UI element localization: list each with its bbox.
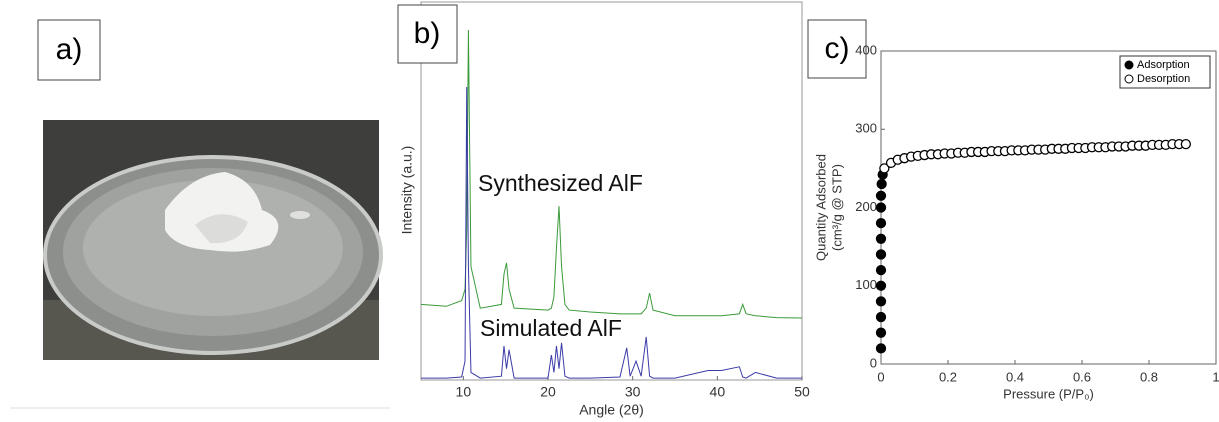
y-tick-label: 300 (855, 121, 877, 136)
data-point (875, 296, 887, 307)
y-axis-label: Quantity Adsorbed (813, 154, 828, 261)
plot-frame (880, 50, 1217, 365)
legend-label: Adsorption (1137, 59, 1190, 71)
data-point (875, 190, 887, 201)
photo (43, 120, 383, 360)
legend-label: Desorption (1137, 73, 1190, 85)
x-tick-label: 10 (456, 384, 472, 400)
data-point (875, 202, 887, 213)
y-axis-label: Intensity (a.u.) (399, 146, 415, 235)
data-point (879, 163, 890, 174)
label-box (807, 19, 867, 79)
legend-box (1119, 55, 1211, 89)
x-tick-label: 0.6 (1073, 369, 1091, 384)
x-tick-label: 0.8 (1140, 369, 1158, 384)
data-point (875, 233, 887, 244)
data-point (875, 343, 887, 354)
plot-frame (420, 1, 803, 381)
panel-label: a) (56, 33, 83, 66)
x-tick-label: 0.4 (1006, 369, 1024, 384)
data-point (875, 264, 887, 276)
label-box (37, 19, 101, 81)
x-tick-label: 0.2 (939, 369, 957, 384)
x-axis-label: Angle (2θ) (579, 402, 644, 418)
legend-marker (1124, 74, 1134, 84)
y-tick-label: 100 (855, 277, 877, 292)
x-tick-label: 50 (794, 384, 810, 400)
data-point (875, 249, 887, 260)
x-tick-label: 30 (625, 384, 641, 400)
y-tick-label: 200 (855, 199, 877, 214)
data-point (876, 178, 887, 190)
y-tick-label: 0 (870, 355, 877, 370)
series-line (421, 87, 802, 379)
x-tick-label: 20 (540, 384, 556, 400)
series-annotation: Simulated AlF (480, 315, 622, 341)
data-point (875, 327, 887, 338)
legend-marker (1124, 60, 1134, 70)
x-tick-label: 1 (1212, 369, 1219, 384)
label-box (397, 4, 458, 64)
x-tick-label: 40 (710, 384, 726, 400)
data-point (875, 217, 887, 229)
data-point (875, 280, 887, 291)
y-axis-label: (cm³/g @ STP) (829, 164, 844, 251)
data-point (1180, 138, 1191, 150)
data-point (875, 311, 887, 323)
series-annotation: Synthesized AlF (478, 170, 643, 196)
panel-label: b) (414, 17, 441, 50)
x-axis-label: Pressure (P/P₀) (1003, 386, 1094, 401)
panel-label: c) (825, 32, 850, 65)
series-line (420, 29, 803, 319)
x-tick-label: 0 (877, 369, 884, 384)
y-tick-label: 400 (855, 42, 877, 57)
